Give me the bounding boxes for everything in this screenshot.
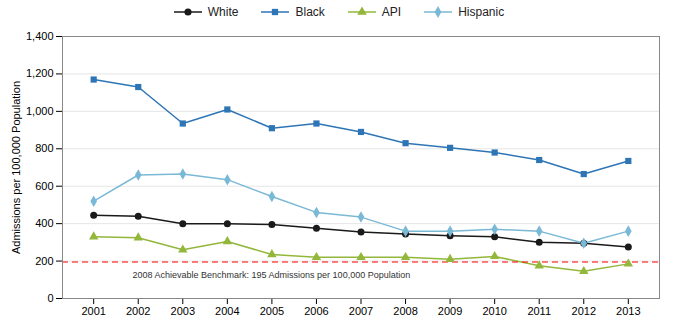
html-text:API: API: [381, 5, 402, 19]
html-text:Black: Black: [295, 5, 325, 19]
svg-text:800: 800: [35, 142, 53, 154]
svg-text:1,400: 1,400: [26, 30, 54, 42]
svg-text:2004: 2004: [215, 305, 239, 317]
svg-text:600: 600: [35, 180, 53, 192]
svg-text:Admissions per 100,000 Populat: Admissions per 100,000 Population: [10, 81, 22, 254]
html-text:Hispanic: Hispanic: [458, 5, 505, 19]
svg-text:0: 0: [47, 292, 53, 304]
svg-text:1,000: 1,000: [26, 105, 54, 117]
svg-text:400: 400: [35, 217, 53, 229]
svg-text:2008: 2008: [393, 305, 417, 317]
svg-text:2008 Achievable Benchmark: 195: 2008 Achievable Benchmark: 195 Admission…: [133, 270, 411, 280]
svg-text:2005: 2005: [260, 305, 284, 317]
svg-text:2002: 2002: [126, 305, 150, 317]
svg-text:2003: 2003: [171, 305, 195, 317]
html-text:White: White: [207, 5, 239, 19]
svg-text:2010: 2010: [482, 305, 506, 317]
svg-text:2001: 2001: [81, 305, 105, 317]
svg-text:2012: 2012: [572, 305, 596, 317]
svg-text:2006: 2006: [304, 305, 328, 317]
svg-text:2011: 2011: [527, 305, 551, 317]
svg-text:2013: 2013: [616, 305, 640, 317]
svg-text:2009: 2009: [438, 305, 462, 317]
svg-text:2007: 2007: [349, 305, 373, 317]
svg-text:1,200: 1,200: [26, 67, 54, 79]
svg-text:200: 200: [35, 255, 53, 267]
